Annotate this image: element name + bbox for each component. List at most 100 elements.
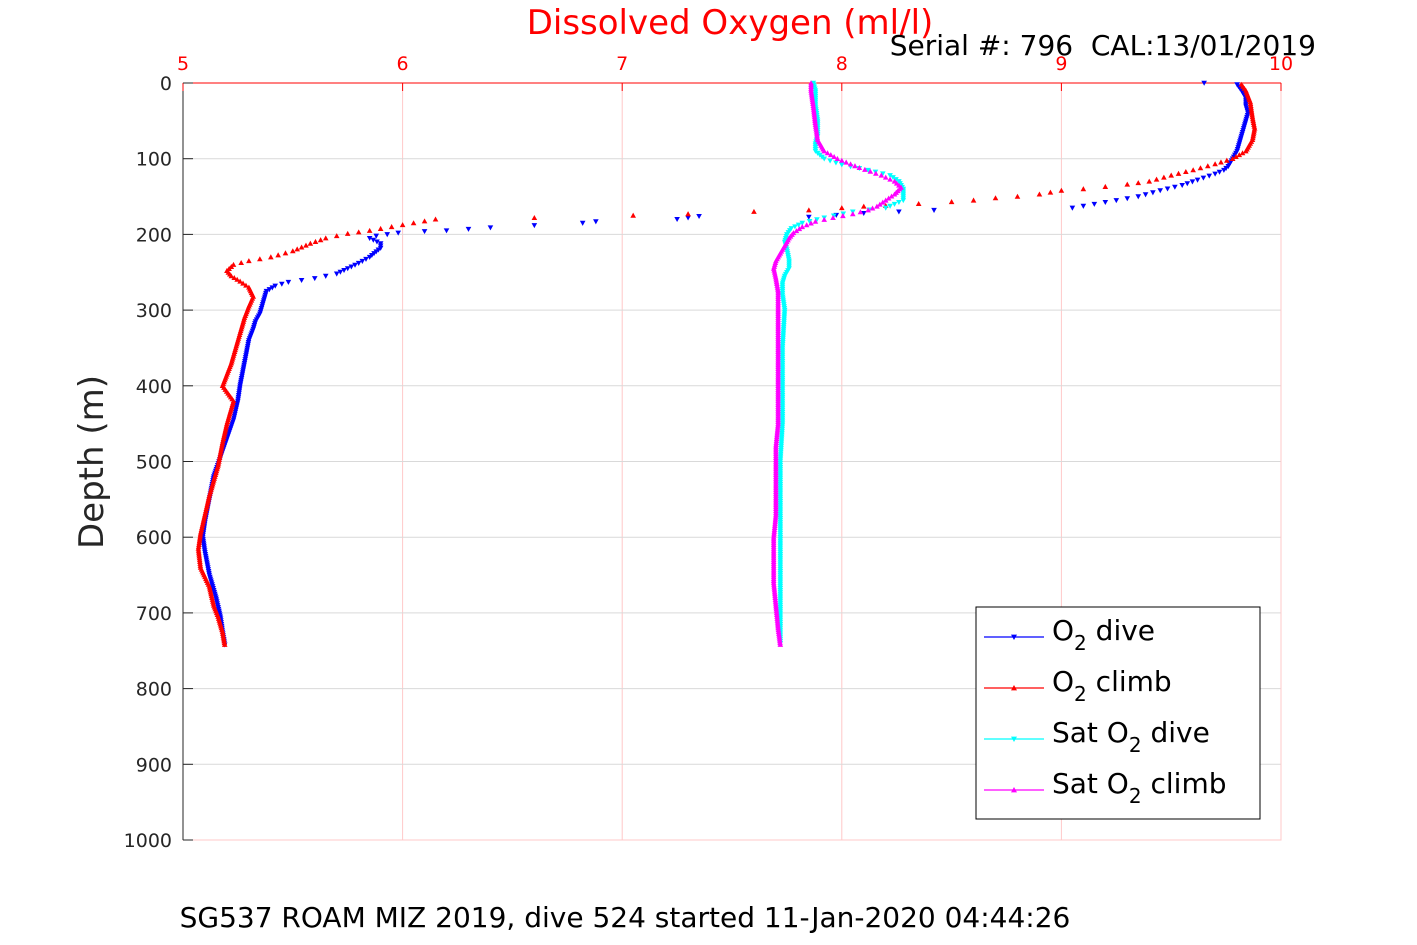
data-point: [821, 216, 828, 222]
data-point: [882, 197, 889, 203]
legend-label: O2 climb: [1052, 665, 1172, 706]
data-point: [891, 201, 898, 207]
data-point: [1238, 81, 1245, 87]
data-point: [867, 168, 874, 174]
data-point: [421, 229, 428, 235]
data-point: [882, 205, 889, 211]
data-point: [812, 218, 819, 224]
data-point: [333, 233, 340, 239]
data-point: [874, 203, 880, 209]
data-point: [1014, 193, 1021, 199]
data-point: [1146, 178, 1153, 184]
data-point: [1189, 179, 1196, 185]
data-point: [860, 210, 867, 217]
data-point: [1216, 169, 1223, 175]
data-point: [337, 269, 344, 275]
data-point: [814, 217, 820, 223]
data-point: [1183, 169, 1189, 175]
data-point: [1229, 155, 1236, 161]
x-tick-label: 7: [616, 53, 628, 75]
data-point: [896, 199, 902, 206]
data-point: [1164, 186, 1171, 192]
x-axis-ticks: 5 6 7 8 9 10: [177, 53, 1293, 91]
data-point: [366, 227, 373, 233]
data-point: [685, 215, 691, 221]
data-point: [1172, 184, 1178, 190]
data-point: [1212, 171, 1218, 177]
data-point: [674, 217, 680, 223]
data-point: [1080, 203, 1087, 209]
data-point: [395, 230, 402, 236]
data-point: [751, 208, 757, 214]
data-point: [806, 214, 812, 220]
data-point: [370, 237, 377, 243]
data-point: [873, 170, 879, 176]
data-point: [931, 207, 937, 213]
data-point: [1224, 157, 1230, 163]
data-point: [1221, 167, 1227, 173]
y-axis-label: Depth (m): [72, 375, 112, 549]
data-point: [366, 235, 373, 241]
data-point: [363, 256, 369, 262]
data-point: [860, 203, 867, 209]
x-tick-label: 6: [397, 53, 409, 75]
data-point: [887, 203, 893, 209]
data-point: [1036, 191, 1043, 197]
footer-caption: SG537 ROAM MIZ 2019, dive 524 started 11…: [180, 901, 1071, 934]
data-point: [856, 164, 863, 171]
data-point: [808, 80, 814, 86]
data-point: [806, 207, 812, 213]
data-point: [269, 285, 276, 291]
data-point: [268, 254, 274, 260]
data-point: [839, 162, 845, 168]
data-point: [487, 225, 494, 231]
data-point: [410, 220, 417, 226]
data-point: [298, 277, 305, 283]
x-tick-label: 8: [836, 53, 848, 75]
data-point: [266, 287, 273, 293]
legend-marker: [1011, 787, 1017, 793]
data-point: [1233, 154, 1239, 160]
legend-marker: [1011, 685, 1017, 691]
data-point: [341, 267, 347, 274]
data-point: [1212, 161, 1218, 167]
data-point: [285, 279, 292, 285]
data-point: [275, 252, 281, 258]
y-axis-ticks: 0 100 200 300 400 500 600 700 800 900 1000: [124, 73, 193, 852]
data-point: [1135, 180, 1142, 186]
data-point: [890, 175, 896, 181]
data-point: [322, 273, 329, 279]
data-point: [373, 233, 380, 239]
grid: [182, 82, 1282, 841]
data-point: [246, 258, 252, 264]
data-point: [322, 235, 329, 241]
data-point: [1201, 80, 1207, 86]
x-tick-label: 5: [177, 53, 189, 75]
data-point: [1157, 188, 1164, 194]
data-point: [839, 205, 845, 211]
data-point: [869, 205, 876, 211]
data-point: [303, 242, 309, 248]
data-point: [384, 232, 391, 238]
data-point: [830, 213, 837, 219]
data-point: [359, 258, 366, 264]
data-point: [885, 195, 892, 201]
data-point: [465, 226, 472, 232]
data-point: [696, 213, 702, 220]
data-point: [355, 229, 362, 235]
y-tick-label: 900: [136, 754, 172, 776]
data-point: [865, 167, 871, 173]
data-point: [593, 219, 599, 225]
data-point: [240, 280, 246, 286]
data-point: [1168, 172, 1174, 178]
data-point: [333, 271, 340, 277]
y-tick-label: 100: [136, 149, 172, 171]
data-point: [238, 259, 244, 266]
y-tick-label: 700: [136, 603, 172, 625]
data-point: [824, 150, 831, 156]
data-point: [1194, 177, 1201, 183]
data-point: [849, 211, 856, 217]
data-point: [799, 220, 806, 226]
data-point: [888, 193, 895, 199]
legend: O2 dive O2 climb Sat O2 dive Sat O2 climb: [975, 606, 1261, 820]
